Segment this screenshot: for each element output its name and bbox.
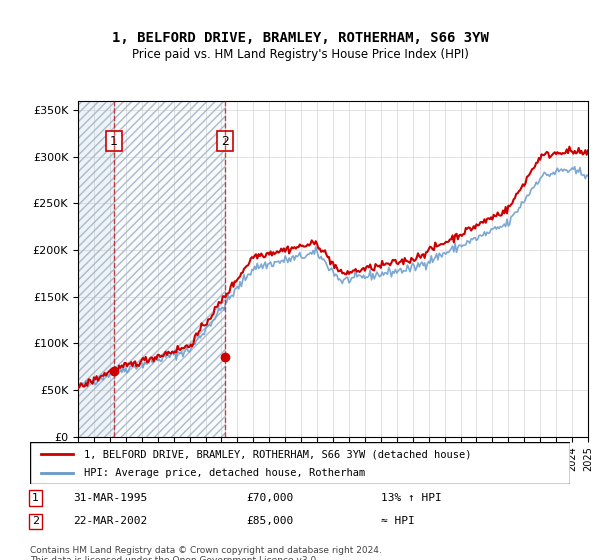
Text: 1: 1 xyxy=(110,134,118,148)
Bar xyxy=(78,101,114,437)
Text: 13% ↑ HPI: 13% ↑ HPI xyxy=(381,493,442,503)
Text: 2: 2 xyxy=(221,134,229,148)
Text: 1: 1 xyxy=(32,493,39,503)
Text: 31-MAR-1995: 31-MAR-1995 xyxy=(73,493,148,503)
Text: £85,000: £85,000 xyxy=(246,516,293,526)
Text: £70,000: £70,000 xyxy=(246,493,293,503)
FancyBboxPatch shape xyxy=(30,442,570,484)
Text: 1, BELFORD DRIVE, BRAMLEY, ROTHERHAM, S66 3YW (detached house): 1, BELFORD DRIVE, BRAMLEY, ROTHERHAM, S6… xyxy=(84,449,472,459)
Text: HPI: Average price, detached house, Rotherham: HPI: Average price, detached house, Roth… xyxy=(84,468,365,478)
Text: ≈ HPI: ≈ HPI xyxy=(381,516,415,526)
Text: Contains HM Land Registry data © Crown copyright and database right 2024.
This d: Contains HM Land Registry data © Crown c… xyxy=(30,546,382,560)
Text: Price paid vs. HM Land Registry's House Price Index (HPI): Price paid vs. HM Land Registry's House … xyxy=(131,48,469,60)
Text: 22-MAR-2002: 22-MAR-2002 xyxy=(73,516,148,526)
Bar xyxy=(114,101,225,437)
Text: 2: 2 xyxy=(32,516,39,526)
Text: 1, BELFORD DRIVE, BRAMLEY, ROTHERHAM, S66 3YW: 1, BELFORD DRIVE, BRAMLEY, ROTHERHAM, S6… xyxy=(112,31,488,45)
